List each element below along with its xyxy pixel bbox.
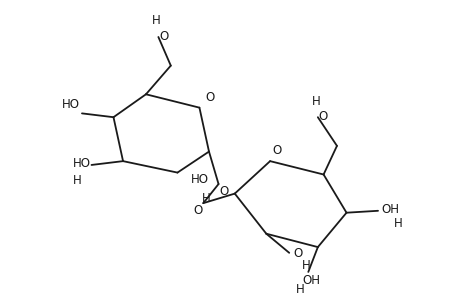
Text: OH: OH bbox=[380, 203, 398, 216]
Text: OH: OH bbox=[302, 274, 319, 287]
Text: H: H bbox=[73, 173, 82, 187]
Text: H: H bbox=[152, 14, 161, 27]
Text: O: O bbox=[193, 204, 202, 217]
Text: O: O bbox=[292, 247, 302, 260]
Text: O: O bbox=[205, 91, 214, 104]
Text: H: H bbox=[301, 259, 310, 272]
Text: HO: HO bbox=[190, 173, 208, 186]
Text: HO: HO bbox=[62, 98, 80, 110]
Text: HO: HO bbox=[73, 158, 90, 170]
Text: O: O bbox=[271, 144, 280, 157]
Text: H: H bbox=[311, 95, 319, 108]
Text: O: O bbox=[318, 110, 327, 123]
Text: H: H bbox=[393, 218, 402, 230]
Text: O: O bbox=[159, 29, 168, 43]
Text: H: H bbox=[296, 284, 304, 296]
Text: O: O bbox=[219, 185, 228, 198]
Text: H: H bbox=[202, 192, 210, 205]
